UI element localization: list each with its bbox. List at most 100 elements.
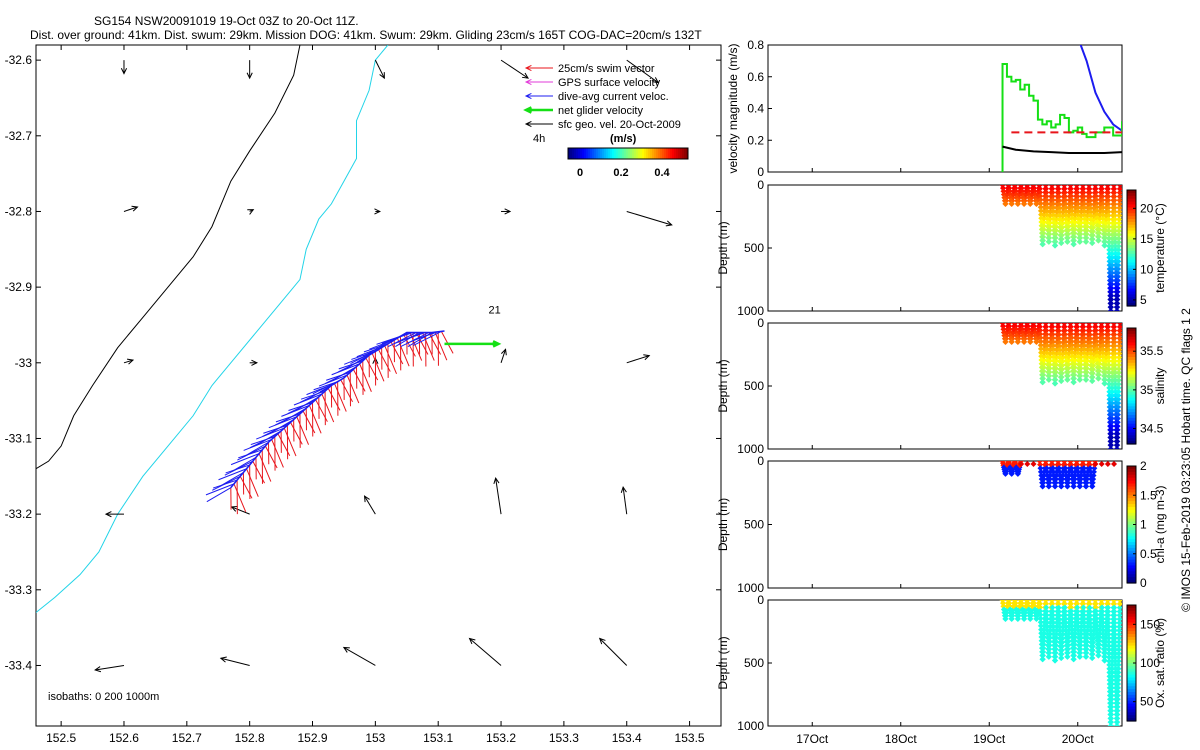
profile-point — [1057, 651, 1064, 658]
profile-point — [1056, 631, 1063, 638]
profile-point — [1113, 288, 1120, 295]
profile-point — [1093, 200, 1100, 207]
profile-point — [1099, 193, 1106, 200]
profile-point — [1044, 357, 1051, 364]
legend-arrow — [524, 64, 553, 72]
profile-point — [1051, 372, 1058, 379]
profile-point — [1043, 200, 1050, 207]
profile-point — [1106, 392, 1113, 399]
profile-point — [1086, 331, 1093, 338]
colorbar-label: Ox. sat. ratio (%) — [1153, 618, 1167, 708]
profile-point — [1106, 407, 1113, 414]
ytick-label: 1000 — [737, 442, 764, 456]
profile-point — [1107, 719, 1114, 726]
profile-point — [1113, 723, 1120, 726]
profile-point — [1049, 327, 1056, 334]
profile-point — [1116, 331, 1122, 338]
profile-point — [1063, 216, 1070, 223]
profile-point — [1116, 350, 1122, 357]
profile-point — [1061, 327, 1068, 334]
profile-point — [1050, 219, 1057, 226]
profile-point — [1105, 635, 1112, 642]
profile-point — [1081, 634, 1088, 641]
profile-point — [1107, 300, 1114, 307]
profile-point — [1094, 353, 1101, 360]
profile-point — [1049, 335, 1056, 342]
profile-point — [1037, 200, 1044, 207]
profile-point — [1038, 226, 1045, 233]
profile-point — [1080, 608, 1087, 615]
profile-point — [1106, 669, 1113, 676]
profile-point — [1049, 461, 1056, 468]
profile-point — [1112, 262, 1119, 269]
profile-point — [1080, 604, 1087, 611]
dac-vector — [326, 371, 351, 381]
profile-point — [1113, 277, 1120, 284]
profile-point — [1093, 622, 1100, 629]
profile-point — [1064, 234, 1071, 241]
profile-point — [1063, 231, 1070, 238]
profile-point — [1082, 227, 1089, 234]
profile-point — [1076, 653, 1083, 660]
profile-point — [1107, 281, 1114, 288]
profile-point — [1038, 368, 1045, 375]
profile-point — [1076, 483, 1083, 490]
profile-point — [1115, 227, 1122, 234]
profile-point — [1081, 619, 1088, 626]
profile-point — [1087, 343, 1094, 350]
profile-point — [1062, 627, 1069, 634]
profile-point — [1039, 371, 1046, 378]
profile-point — [1106, 384, 1113, 391]
profile-point — [1088, 358, 1095, 365]
profile-point — [1111, 197, 1118, 204]
profile-point — [1112, 407, 1119, 414]
profile-point — [1105, 327, 1112, 334]
geo-velocity-arrow — [501, 208, 512, 215]
profile-point — [1080, 200, 1087, 207]
profile-point — [1002, 615, 1009, 622]
profile-point — [1069, 226, 1076, 233]
profile-point — [1075, 634, 1082, 641]
profile-point — [1064, 649, 1071, 656]
profile-point — [1111, 335, 1118, 342]
profile-point — [1081, 212, 1088, 219]
legend-arrow — [524, 120, 553, 128]
profile-point — [1113, 296, 1120, 303]
profile-point — [1051, 649, 1058, 656]
profile-point — [1116, 197, 1122, 204]
swim-vector — [359, 363, 372, 392]
profile-point — [1113, 446, 1120, 449]
profile-point — [1050, 631, 1057, 638]
profile-point — [1099, 623, 1106, 630]
profile-point — [1020, 338, 1027, 345]
profile-point — [1111, 323, 1118, 330]
profile-point — [1075, 219, 1082, 226]
dac-vector — [275, 413, 301, 423]
profile-point — [1081, 357, 1088, 364]
swim-vector — [396, 338, 410, 367]
map-ytick-label: -33.2 — [5, 507, 33, 521]
profile-point — [1113, 700, 1120, 707]
profile-point — [1086, 461, 1093, 468]
profile-point — [1070, 379, 1077, 386]
profile-point — [1088, 232, 1095, 239]
ytick-label: 0.2 — [747, 133, 764, 147]
map-ytick-label: -33.3 — [5, 583, 33, 597]
profile-point — [1089, 654, 1096, 661]
profile-point — [1062, 200, 1069, 207]
dac-vector — [244, 441, 269, 457]
profile-point — [1075, 476, 1082, 483]
profile-point — [1106, 673, 1113, 680]
profile-point — [1074, 338, 1081, 345]
profile-point — [1115, 231, 1122, 238]
profile-point — [1112, 369, 1119, 376]
profile-point — [1092, 604, 1099, 611]
profile-point — [1020, 200, 1027, 207]
dac-vector — [294, 396, 320, 412]
profile-point — [1094, 645, 1101, 652]
profile-point — [1105, 646, 1112, 653]
geo-velocity-arrow — [598, 637, 628, 666]
profile-point — [1111, 619, 1118, 626]
profile-point — [1088, 643, 1095, 650]
